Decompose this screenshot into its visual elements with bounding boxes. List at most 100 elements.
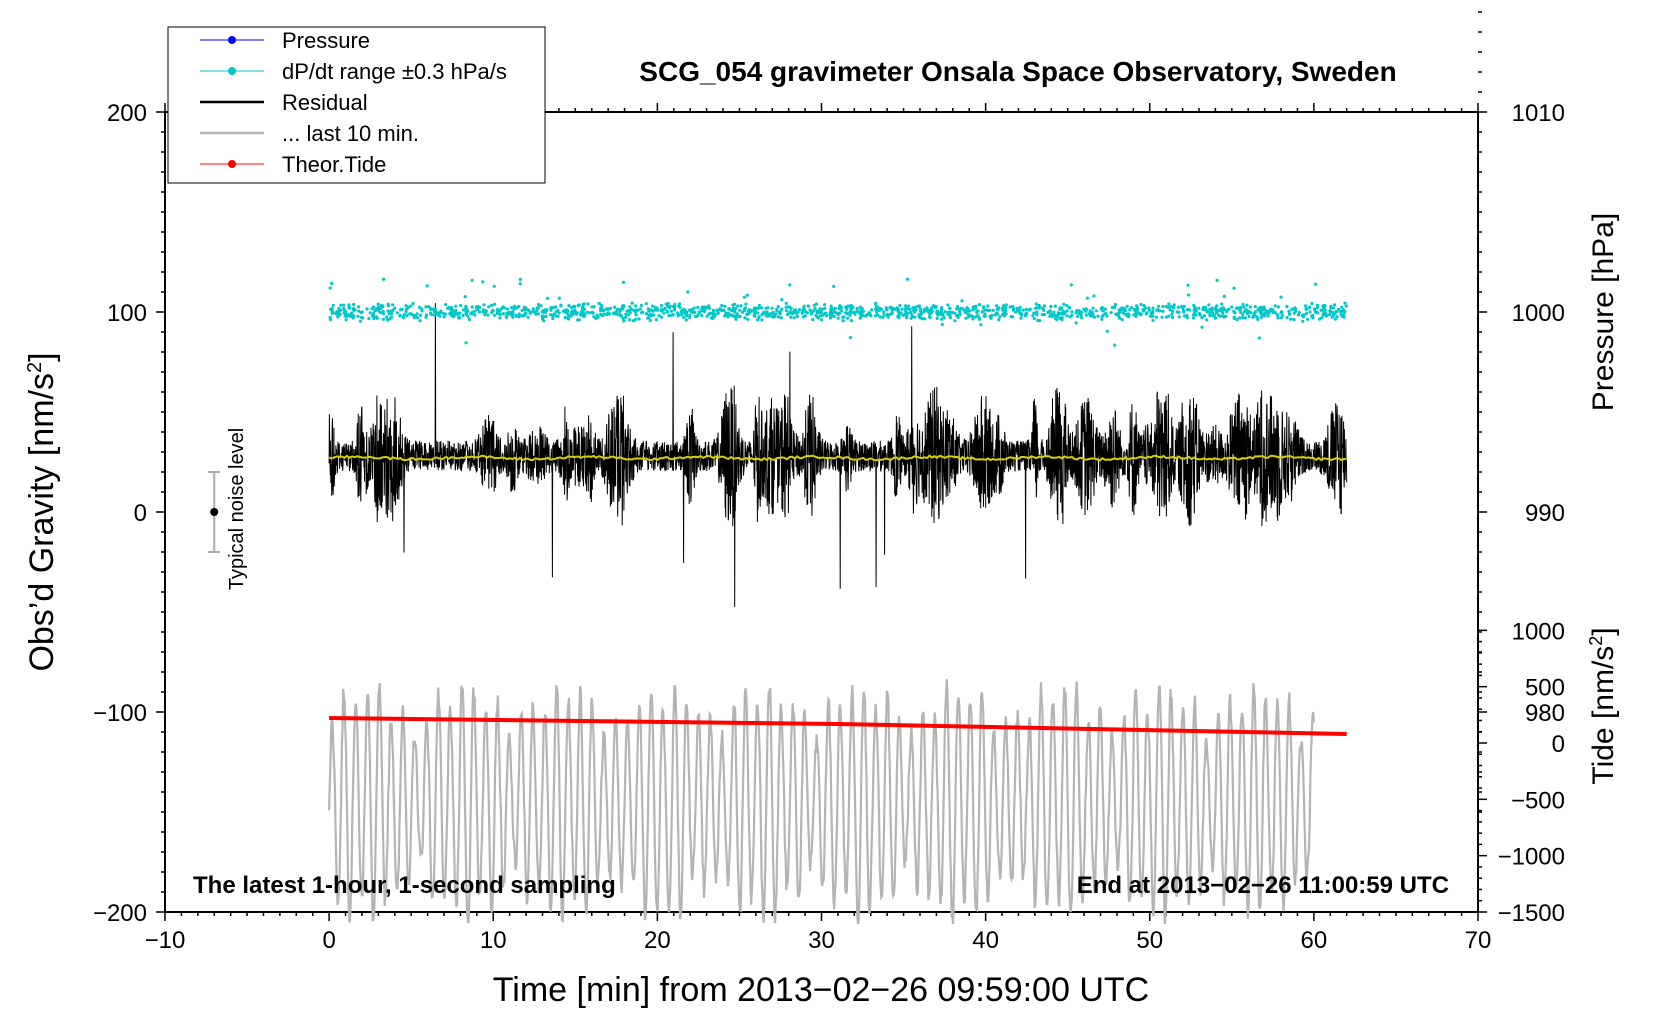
dpdt-dot [1248, 305, 1252, 309]
dpdt-dot [457, 316, 461, 320]
dpdt-dot [659, 309, 663, 313]
dpdt-dot [1035, 313, 1039, 317]
dpdt-dot [997, 306, 1001, 310]
dpdt-dot [660, 315, 664, 319]
dpdt-dot [471, 312, 475, 316]
dpdt-dot [338, 312, 342, 316]
dpdt-dot [1227, 307, 1231, 311]
dpdt-dot [909, 310, 913, 314]
dpdt-dot [1177, 315, 1181, 319]
dpdt-dot [736, 315, 740, 319]
dpdt-dot [946, 303, 950, 307]
dpdt-dot [342, 311, 346, 315]
dpdt-dot [841, 319, 845, 323]
dpdt-dot [655, 308, 660, 312]
dpdt-dot [846, 304, 850, 308]
dpdt-dot [1135, 304, 1139, 308]
dpdt-dot [829, 314, 833, 318]
dpdt-dot [1202, 308, 1206, 312]
dpdt-dot [1032, 317, 1036, 321]
dpdt-dot [1031, 314, 1035, 318]
dpdt-dot [628, 311, 632, 315]
dpdt-dot [1182, 314, 1187, 318]
dpdt-dot [1255, 315, 1259, 319]
dpdt-dot [381, 312, 385, 316]
dpdt-dot [526, 315, 530, 319]
dpdt-dot [668, 304, 672, 308]
residual-mean-line [328, 454, 1347, 462]
dpdt-dot [860, 307, 864, 311]
dpdt-dot [1067, 305, 1071, 310]
dpdt-dot [836, 316, 840, 320]
dpdt-dot [430, 307, 434, 311]
dpdt-dot [846, 316, 850, 320]
dpdt-dot [903, 304, 908, 308]
chart-title: SCG_054 gravimeter Onsala Space Observat… [639, 56, 1396, 87]
dpdt-dot [732, 314, 737, 318]
dpdt-dot [767, 312, 771, 316]
dpdt-dot [1207, 310, 1211, 314]
dpdt-dot [1315, 305, 1319, 310]
dpdt-dot [943, 310, 947, 314]
dpdt-dot [390, 303, 395, 307]
dpdt-dot [961, 307, 965, 311]
dpdt-dot [531, 307, 536, 311]
dpdt-dot [381, 317, 385, 321]
dpdt-dot [551, 315, 555, 319]
dpdt-dot [682, 315, 686, 319]
dpdt-dot [1225, 310, 1229, 314]
dpdt-dot [1070, 310, 1074, 314]
dpdt-dot [1212, 313, 1216, 317]
x-tick-label: 0 [322, 927, 335, 954]
dpdt-dot [1215, 310, 1219, 314]
tide-tick-label: −1500 [1498, 900, 1565, 927]
dpdt-dot [1222, 294, 1226, 298]
dpdt-dot [537, 302, 541, 307]
dpdt-dot [933, 306, 937, 310]
dpdt-dot [1334, 310, 1338, 314]
dpdt-dot [789, 307, 793, 311]
dpdt-dot [649, 308, 653, 312]
dpdt-dot [904, 312, 908, 316]
dpdt-dot [581, 302, 585, 306]
dpdt-dot [473, 309, 477, 313]
dpdt-dot [707, 304, 711, 308]
dpdt-dot [385, 315, 389, 319]
dpdt-dot [930, 306, 934, 310]
dpdt-dot [916, 304, 920, 308]
dpdt-dot [1148, 314, 1152, 318]
dpdt-dot [858, 316, 862, 320]
dpdt-dot [487, 305, 491, 309]
dpdt-dot [665, 309, 669, 313]
dpdt-dot [1297, 313, 1301, 317]
dpdt-dot [1306, 317, 1310, 321]
dpdt-dot [350, 312, 354, 317]
dpdt-dot [917, 314, 921, 318]
dpdt-dot [1191, 313, 1196, 317]
dpdt-dot [1208, 313, 1212, 317]
dpdt-dot [498, 312, 502, 316]
x-axis-title: Time [min] from 2013−02−26 09:59:00 UTC [493, 971, 1149, 1009]
dpdt-dot [757, 306, 761, 310]
dpdt-dot [948, 306, 952, 310]
x-tick-label: 20 [644, 927, 671, 954]
dpdt-dot [1104, 311, 1108, 315]
dpdt-dot [680, 308, 685, 312]
dpdt-dot [336, 315, 340, 319]
dpdt-dot [824, 311, 828, 315]
dpdt-dot [570, 305, 574, 310]
dpdt-dot [675, 311, 680, 315]
y-axis-title-close: ] [23, 352, 61, 361]
legend-label: Pressure [282, 28, 370, 53]
dpdt-dot [928, 315, 932, 319]
dpdt-dot [329, 307, 333, 311]
dpdt-dot [708, 311, 712, 315]
dpdt-dot [1301, 319, 1305, 323]
dpdt-dot [1065, 314, 1069, 318]
dpdt-dot [748, 308, 753, 312]
tide-axis-title-sup: 2 [1586, 636, 1606, 646]
dpdt-dot [953, 319, 957, 323]
dpdt-dot [1004, 303, 1008, 307]
dpdt-dot [368, 311, 372, 315]
dpdt-dot [686, 290, 690, 294]
